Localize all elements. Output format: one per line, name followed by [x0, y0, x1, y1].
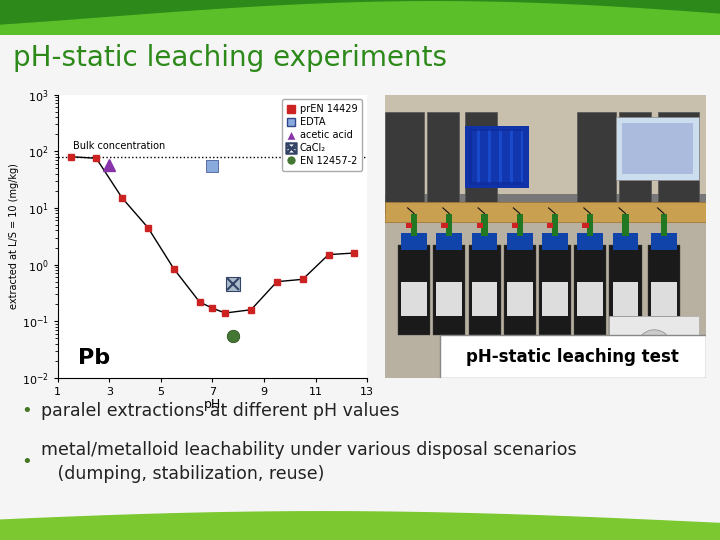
- Bar: [542, 282, 568, 315]
- Bar: [547, 224, 554, 228]
- Text: metal/metalloid leachability under various disposal scenarios
   (dumping, stabi: metal/metalloid leachability under vario…: [40, 441, 576, 483]
- Bar: [469, 245, 500, 335]
- Bar: [609, 315, 699, 355]
- Y-axis label: extracted at L/S = 10 (mg/kg): extracted at L/S = 10 (mg/kg): [9, 163, 19, 309]
- Bar: [587, 213, 593, 237]
- Bar: [469, 129, 477, 185]
- Text: pH-static leaching experiments: pH-static leaching experiments: [13, 44, 447, 72]
- Bar: [398, 245, 430, 335]
- Bar: [472, 282, 498, 315]
- Bar: [507, 282, 533, 315]
- Bar: [482, 213, 487, 237]
- Bar: [491, 129, 499, 185]
- Bar: [385, 94, 706, 214]
- Bar: [622, 123, 693, 174]
- Bar: [657, 112, 699, 202]
- Bar: [622, 213, 629, 237]
- Bar: [504, 245, 536, 335]
- Text: Pb: Pb: [78, 348, 110, 368]
- Bar: [477, 224, 483, 228]
- Bar: [577, 282, 603, 315]
- Bar: [577, 112, 616, 202]
- Bar: [385, 202, 706, 222]
- Bar: [582, 224, 589, 228]
- Bar: [513, 129, 521, 185]
- Bar: [609, 245, 642, 335]
- Bar: [436, 233, 462, 251]
- Bar: [577, 233, 603, 251]
- Text: •: •: [22, 453, 32, 471]
- Text: •: •: [22, 402, 32, 420]
- X-axis label: pH: pH: [204, 399, 221, 411]
- FancyBboxPatch shape: [440, 335, 706, 378]
- Bar: [512, 224, 518, 228]
- Bar: [502, 129, 510, 185]
- Bar: [619, 112, 651, 202]
- Bar: [539, 245, 571, 335]
- Bar: [575, 245, 606, 335]
- Bar: [552, 213, 558, 237]
- Bar: [542, 233, 568, 251]
- Bar: [465, 112, 498, 202]
- Legend: prEN 14429, EDTA, acetic acid, CaCl₂, EN 12457-2: prEN 14429, EDTA, acetic acid, CaCl₂, EN…: [282, 99, 362, 171]
- Bar: [616, 117, 699, 179]
- Bar: [613, 233, 639, 251]
- Bar: [480, 129, 487, 185]
- Text: pH-static leaching test: pH-static leaching test: [466, 348, 679, 366]
- Bar: [441, 224, 448, 228]
- Bar: [472, 131, 523, 183]
- Bar: [385, 222, 706, 378]
- Bar: [385, 94, 706, 194]
- Bar: [446, 213, 452, 237]
- Bar: [465, 126, 529, 188]
- Bar: [651, 282, 677, 315]
- Bar: [385, 112, 423, 202]
- Bar: [433, 245, 465, 335]
- Circle shape: [639, 330, 670, 358]
- Bar: [401, 233, 427, 251]
- Text: paralel extractions at different pH values: paralel extractions at different pH valu…: [40, 402, 399, 420]
- Text: Bulk concentration: Bulk concentration: [73, 141, 166, 151]
- Bar: [436, 282, 462, 315]
- Bar: [472, 233, 498, 251]
- Bar: [401, 282, 427, 315]
- Bar: [613, 282, 639, 315]
- Bar: [651, 233, 677, 251]
- Bar: [406, 224, 413, 228]
- Bar: [427, 112, 459, 202]
- Bar: [516, 213, 523, 237]
- Bar: [648, 245, 680, 335]
- Bar: [507, 233, 533, 251]
- Bar: [661, 213, 667, 237]
- Bar: [411, 213, 418, 237]
